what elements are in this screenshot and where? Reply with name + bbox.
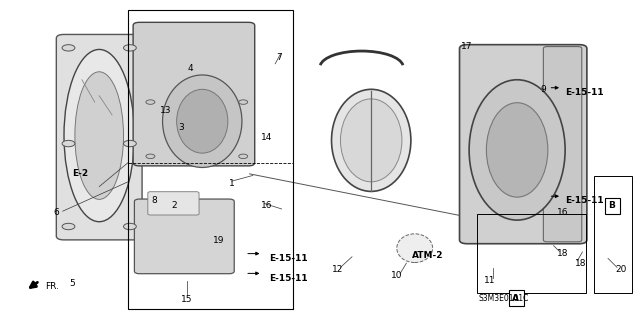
Text: 1: 1 (229, 179, 235, 188)
Text: 15: 15 (181, 295, 193, 304)
Bar (594, 176, 632, 293)
Text: B: B (609, 201, 615, 210)
Text: 18: 18 (557, 249, 568, 258)
Circle shape (239, 100, 248, 104)
Text: 11: 11 (484, 276, 495, 285)
Text: E-15-11: E-15-11 (565, 88, 604, 97)
Circle shape (239, 154, 248, 159)
Text: 19: 19 (212, 236, 224, 245)
Text: E-15-11: E-15-11 (565, 197, 604, 205)
Text: 17: 17 (461, 42, 472, 51)
Text: 16: 16 (557, 208, 568, 217)
FancyBboxPatch shape (148, 192, 199, 215)
FancyBboxPatch shape (543, 47, 582, 242)
Circle shape (124, 223, 136, 230)
Text: 6: 6 (54, 208, 60, 217)
Text: 8: 8 (151, 197, 157, 205)
Circle shape (62, 45, 75, 51)
Circle shape (62, 223, 75, 230)
Text: 5: 5 (69, 279, 74, 288)
Circle shape (146, 154, 155, 159)
Text: E-15-11: E-15-11 (269, 274, 307, 283)
Ellipse shape (177, 89, 228, 153)
Bar (509, 290, 524, 306)
Text: 9: 9 (540, 85, 546, 94)
Bar (605, 198, 620, 214)
Text: FR.: FR. (45, 282, 59, 291)
Ellipse shape (469, 80, 565, 220)
Ellipse shape (64, 49, 134, 222)
Ellipse shape (397, 234, 433, 263)
Circle shape (124, 140, 136, 147)
Text: 10: 10 (391, 271, 403, 280)
Text: E-15-11: E-15-11 (269, 254, 307, 263)
Text: 14: 14 (261, 133, 273, 142)
Text: 20: 20 (616, 265, 627, 274)
Text: 4: 4 (188, 64, 193, 73)
FancyBboxPatch shape (134, 199, 234, 274)
Ellipse shape (340, 99, 402, 182)
Text: 18: 18 (575, 259, 586, 268)
Text: 12: 12 (332, 265, 344, 274)
Text: 2: 2 (172, 201, 177, 210)
Text: 13: 13 (160, 106, 172, 115)
Ellipse shape (332, 89, 411, 191)
Text: ATM-2: ATM-2 (412, 251, 443, 260)
FancyBboxPatch shape (56, 34, 142, 240)
Bar (128, 10, 293, 309)
Circle shape (124, 45, 136, 51)
FancyBboxPatch shape (133, 22, 255, 166)
Circle shape (62, 140, 75, 147)
Text: E-2: E-2 (72, 169, 88, 178)
Text: 16: 16 (261, 201, 273, 210)
Bar (128, 163, 293, 309)
Text: 3: 3 (178, 123, 184, 132)
Text: S3M3E0101C: S3M3E0101C (479, 294, 529, 303)
Text: A: A (513, 294, 519, 303)
Ellipse shape (75, 72, 124, 199)
Ellipse shape (486, 103, 548, 197)
Circle shape (146, 100, 155, 104)
FancyBboxPatch shape (460, 45, 587, 244)
Bar (477, 214, 586, 293)
Text: 7: 7 (276, 53, 282, 62)
Ellipse shape (163, 75, 242, 167)
